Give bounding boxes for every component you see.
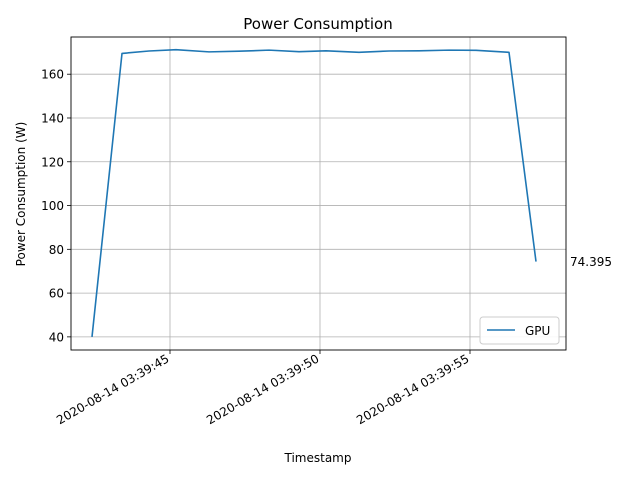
y-tick-label: 80 (49, 243, 64, 257)
plot-frame (71, 37, 566, 350)
y-tick-label: 120 (41, 155, 64, 169)
x-axis-label: Timestamp (284, 451, 352, 465)
x-tick-label: 2020-08-14 03:39:50 (204, 351, 321, 427)
grid-lines (71, 37, 566, 350)
series-layer (92, 50, 536, 337)
axis-ticks: 40 60 80 100 120 140 160 2020-08-14 03:39:45 202… (41, 68, 471, 428)
x-tick-label: 2020-08-14 03:39:45 (54, 351, 171, 427)
series-line-gpu (92, 50, 536, 337)
last-value-annotation: 74.395 (570, 255, 612, 269)
y-tick-label: 140 (41, 111, 64, 125)
y-tick-label: 100 (41, 199, 64, 213)
y-tick-label: 160 (41, 68, 64, 82)
y-axis-label: Power Consumption (W) (14, 122, 28, 267)
annotations: 74.395 (570, 255, 612, 269)
legend: GPU (480, 317, 559, 344)
y-tick-label: 40 (49, 330, 64, 344)
chart-title: Power Consumption (243, 15, 392, 33)
x-tick-label: 2020-08-14 03:39:55 (354, 351, 471, 427)
legend-label-gpu: GPU (525, 324, 550, 338)
y-tick-label: 60 (49, 287, 64, 301)
